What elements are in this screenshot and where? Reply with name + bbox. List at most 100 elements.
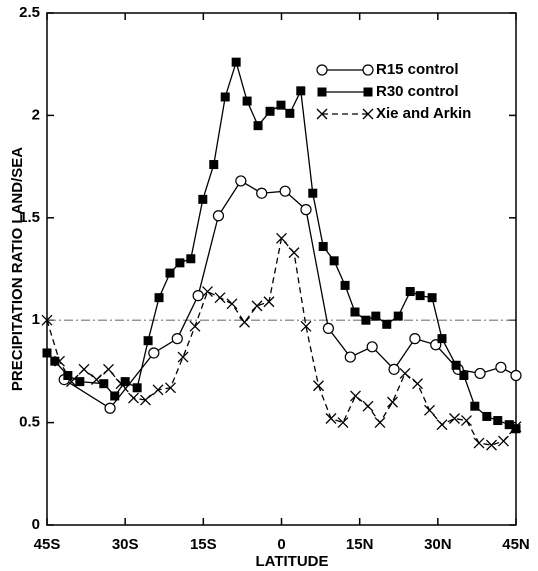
x-tick-label: 45S xyxy=(34,536,61,553)
data-point xyxy=(251,300,263,312)
data-point xyxy=(486,439,497,451)
data-point xyxy=(214,292,226,304)
data-point xyxy=(66,376,77,388)
data-point xyxy=(511,424,521,434)
y-tick-label: 1.5 xyxy=(19,209,40,226)
data-point xyxy=(256,187,268,199)
data-point xyxy=(104,402,116,414)
data-point xyxy=(63,370,73,380)
data-point xyxy=(265,106,275,116)
data-point xyxy=(152,384,164,396)
data-point xyxy=(313,380,324,392)
data-point xyxy=(110,391,120,401)
legend-label: Xie and Arkin xyxy=(376,105,471,122)
data-point xyxy=(470,401,480,411)
data-point xyxy=(192,290,204,302)
data-point xyxy=(171,333,183,345)
data-point xyxy=(212,210,225,222)
data-point xyxy=(91,374,102,386)
legend-marker xyxy=(362,108,374,120)
data-point xyxy=(186,254,196,264)
data-point xyxy=(198,194,208,204)
data-point xyxy=(253,121,263,131)
data-point xyxy=(226,298,238,310)
y-tick-label: 2.5 xyxy=(19,4,40,21)
data-point xyxy=(296,86,306,96)
data-point xyxy=(128,392,139,404)
data-point xyxy=(474,367,486,380)
legend-label: R15 control xyxy=(376,61,459,78)
data-point xyxy=(318,241,328,251)
data-point xyxy=(340,280,350,290)
data-point xyxy=(459,370,469,380)
legend-marker xyxy=(317,87,327,97)
data-point xyxy=(285,108,295,118)
data-point xyxy=(344,351,356,363)
data-point xyxy=(279,185,291,197)
data-point xyxy=(220,92,230,102)
data-point xyxy=(387,396,398,408)
data-point xyxy=(120,377,130,387)
x-axis-label: LATITUDE xyxy=(255,553,328,570)
data-point xyxy=(78,363,90,375)
data-point xyxy=(498,435,509,447)
data-point xyxy=(202,286,213,297)
y-tick-label: 0.5 xyxy=(19,414,40,431)
y-tick-label: 1 xyxy=(32,311,40,328)
legend-marker xyxy=(362,64,374,76)
y-axis-label: PRECIPITATION RATIO LAND/SEA xyxy=(9,147,26,391)
data-point xyxy=(504,420,514,430)
data-point xyxy=(75,377,85,387)
legend-marker xyxy=(316,64,328,76)
data-point xyxy=(189,320,201,332)
x-tick-label: 45N xyxy=(502,536,530,553)
data-point xyxy=(510,421,522,433)
data-point xyxy=(148,347,160,359)
data-point xyxy=(374,417,386,429)
data-point xyxy=(140,394,151,406)
data-point xyxy=(437,334,447,344)
data-point xyxy=(41,314,53,326)
data-point xyxy=(42,348,52,358)
data-point xyxy=(350,390,361,402)
data-point xyxy=(235,175,247,187)
data-point xyxy=(449,413,460,424)
data-point xyxy=(242,96,252,106)
data-point xyxy=(177,351,189,363)
data-point xyxy=(510,369,522,382)
data-point xyxy=(415,291,425,301)
legend-marker xyxy=(363,87,373,97)
data-point xyxy=(405,287,415,297)
legend-marker xyxy=(316,108,328,120)
data-point xyxy=(424,404,435,416)
data-point xyxy=(412,378,423,390)
data-point xyxy=(209,160,219,170)
data-point xyxy=(451,360,461,370)
data-point xyxy=(493,416,503,426)
y-tick-label: 0 xyxy=(32,516,40,533)
data-point xyxy=(276,100,286,110)
data-point xyxy=(288,247,300,259)
data-point xyxy=(308,188,318,198)
data-point xyxy=(143,336,153,346)
data-point xyxy=(366,341,378,353)
data-point xyxy=(427,293,437,303)
data-point xyxy=(325,413,337,424)
data-point xyxy=(175,258,185,268)
data-point xyxy=(371,311,381,321)
data-point xyxy=(50,356,60,366)
data-point xyxy=(154,293,164,303)
data-point xyxy=(231,57,241,67)
data-point xyxy=(399,367,411,379)
data-point xyxy=(329,256,339,266)
legend-label: R30 control xyxy=(376,83,459,100)
data-point xyxy=(115,378,127,390)
data-point xyxy=(263,296,275,308)
x-tick-label: 15S xyxy=(190,536,217,553)
data-point xyxy=(362,400,374,412)
data-point xyxy=(165,268,175,278)
x-tick-label: 30N xyxy=(424,536,452,553)
data-point xyxy=(482,411,492,421)
x-tick-label: 15N xyxy=(346,536,374,553)
